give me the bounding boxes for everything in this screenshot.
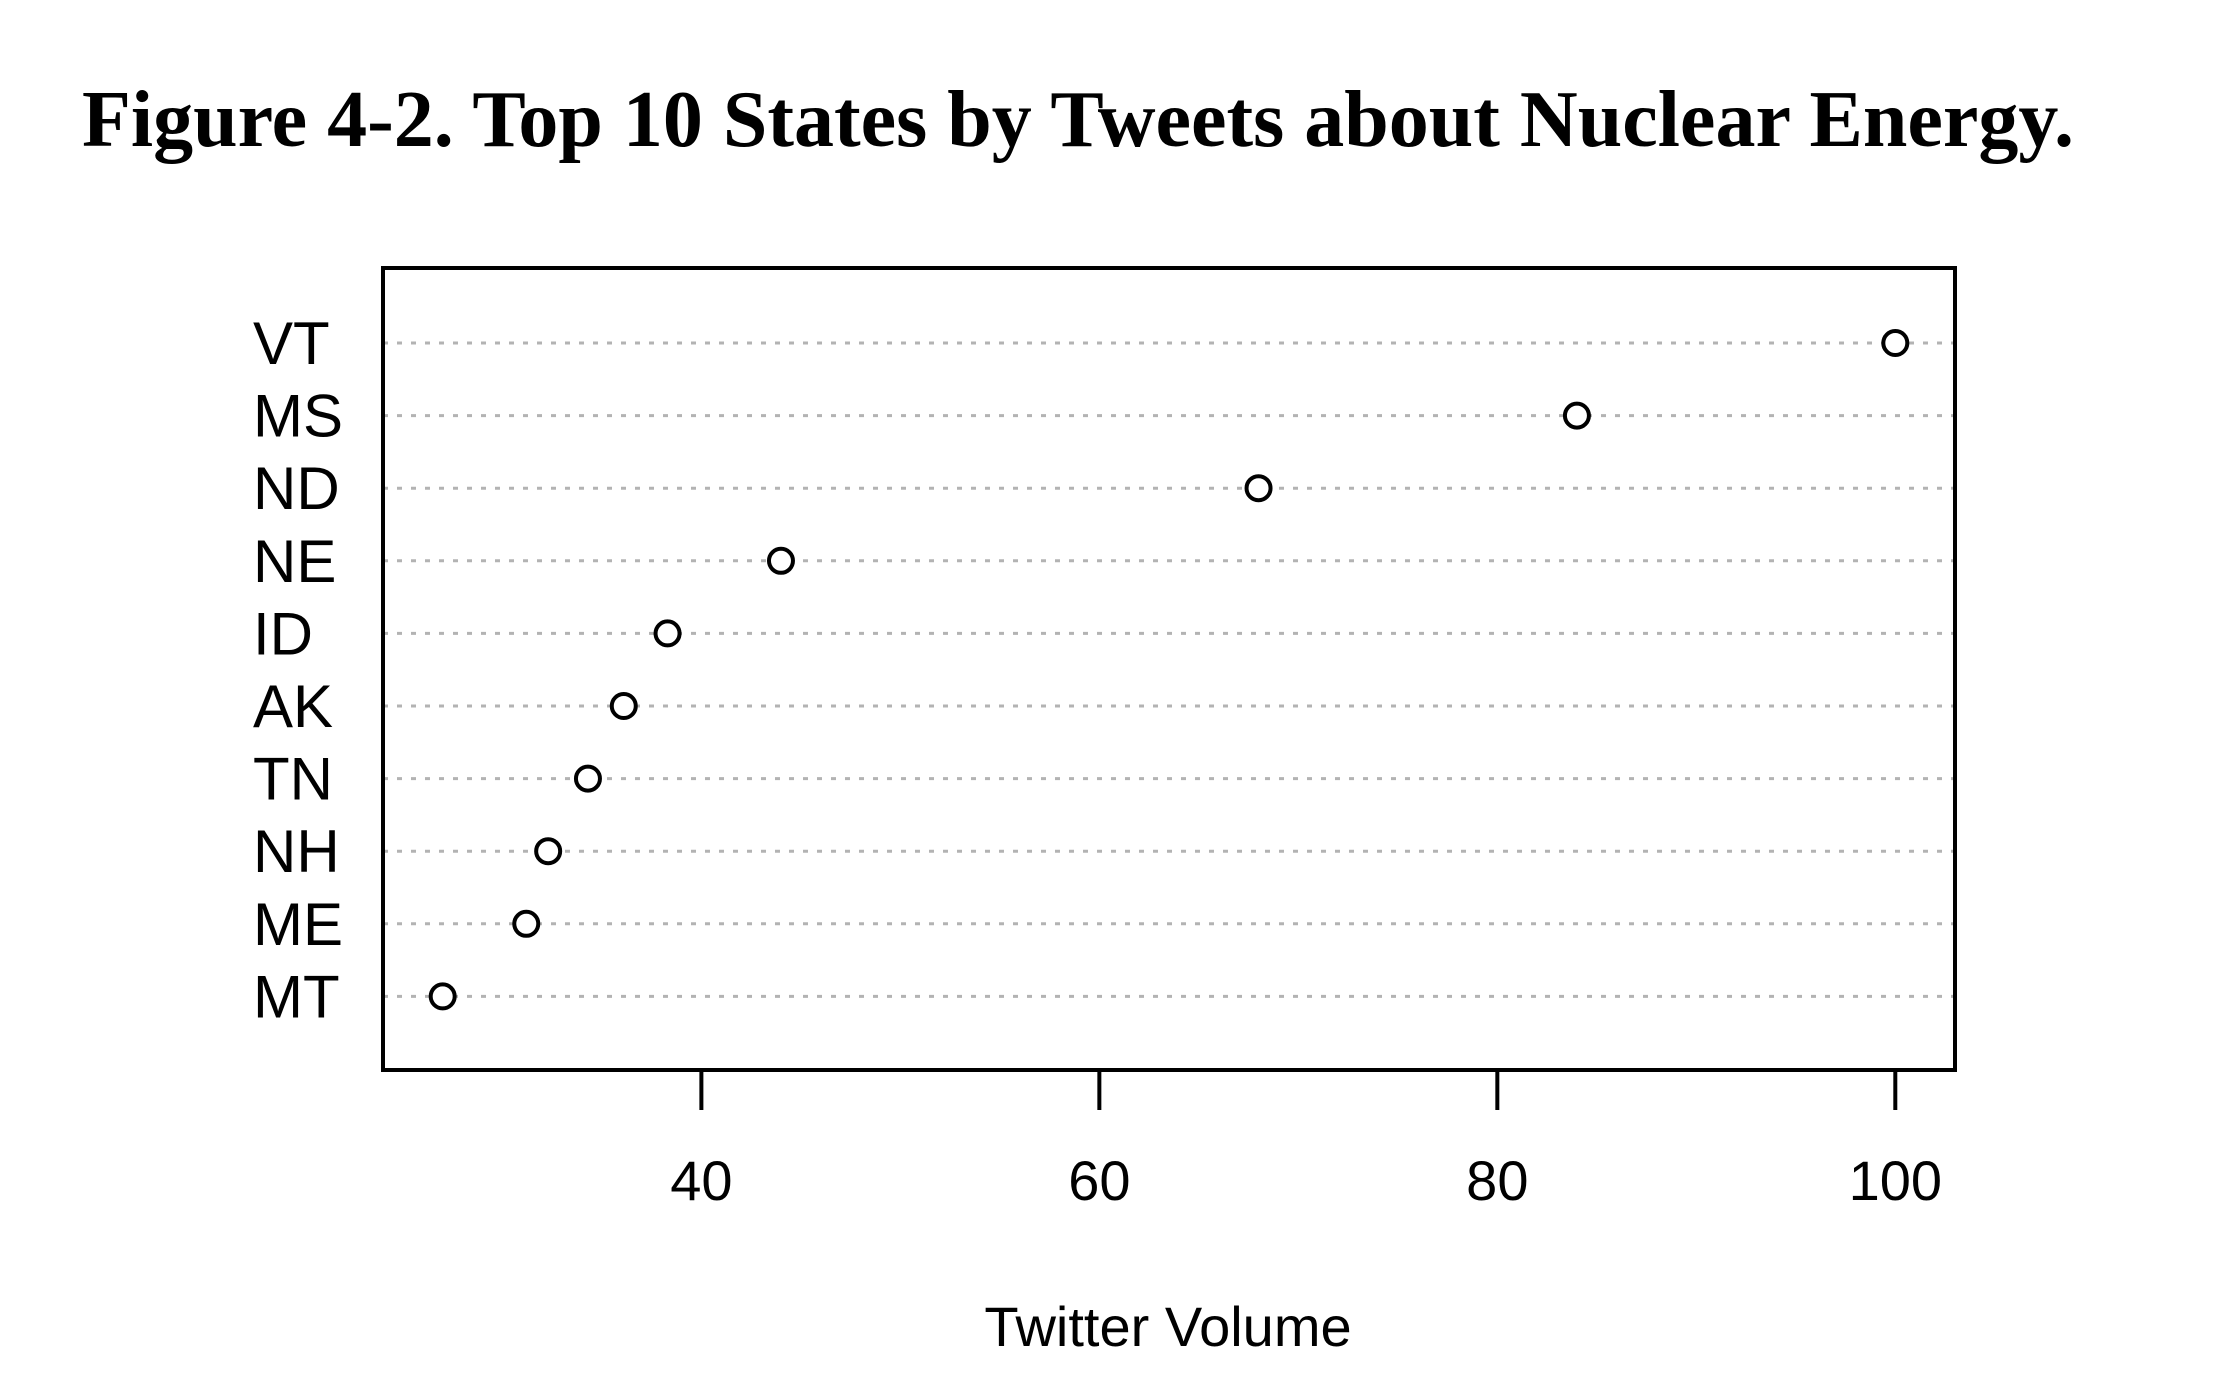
plot-frame <box>381 266 1957 1072</box>
category-label: VT <box>253 310 330 377</box>
category-label: TN <box>253 746 333 813</box>
x-axis: 40 60 80 100 <box>670 1070 1942 1212</box>
category-label: NH <box>253 818 340 885</box>
data-point <box>653 619 682 648</box>
category-label: ND <box>253 455 340 522</box>
grid-lines <box>383 341 1955 998</box>
data-point <box>1881 329 1910 357</box>
category-label: AK <box>253 673 333 740</box>
data-point <box>573 764 602 793</box>
category-label: NE <box>253 528 336 595</box>
category-label: MS <box>253 383 343 450</box>
data-point <box>766 546 795 575</box>
data-points <box>428 329 1910 1011</box>
x-tick-label: 60 <box>1068 1149 1130 1212</box>
figure-title: Figure 4-2. Top 10 States by Tweets abou… <box>82 76 2074 164</box>
x-axis-label: Twitter Volume <box>984 1295 1351 1358</box>
x-tick-label: 80 <box>1466 1149 1528 1212</box>
category-label: MT <box>253 963 340 1030</box>
data-point <box>1244 474 1273 503</box>
data-point <box>428 982 457 1011</box>
data-point <box>512 909 541 938</box>
x-tick-label: 40 <box>670 1149 732 1212</box>
x-tick-label: 100 <box>1849 1149 1942 1212</box>
data-point <box>534 837 563 866</box>
category-label: ME <box>253 891 343 958</box>
category-label: ID <box>253 600 313 667</box>
data-point <box>609 692 638 720</box>
data-point <box>1562 401 1591 430</box>
